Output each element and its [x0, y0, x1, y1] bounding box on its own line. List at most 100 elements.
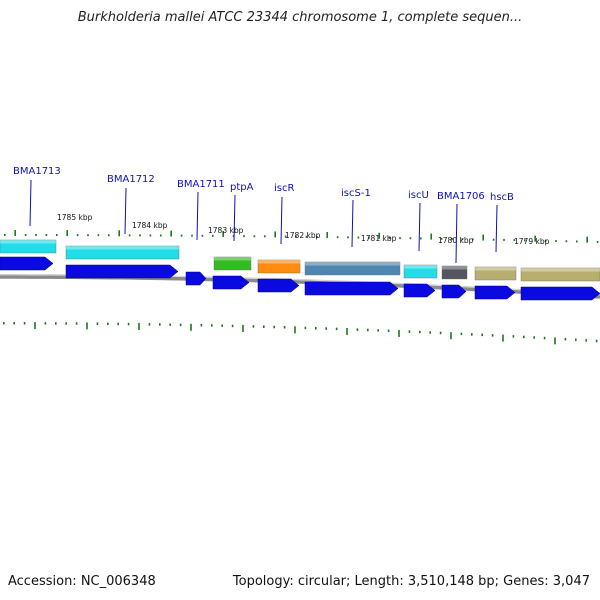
feature-block[interactable] [257, 259, 301, 274]
cds-arrow[interactable] [304, 281, 399, 296]
gene-label[interactable]: BMA1706 [437, 191, 485, 202]
tick-mark [512, 335, 515, 338]
feature-sheen [521, 268, 600, 272]
tick-mark [451, 237, 453, 240]
cds-arrow[interactable] [520, 286, 600, 301]
tick-mark [108, 234, 110, 237]
tick-mark [66, 230, 68, 237]
feature-sheen [66, 246, 179, 250]
tick-mark [169, 323, 171, 326]
cds-arrow[interactable] [403, 283, 436, 298]
tick-mark [430, 233, 432, 240]
feature-sheen [214, 257, 251, 261]
feature-block[interactable] [304, 261, 401, 276]
tick-mark [295, 235, 297, 238]
tick-mark [357, 236, 360, 239]
tick-mark [139, 234, 141, 237]
tick-mark [212, 234, 214, 237]
accession-text: Accession: NC_006348 [8, 574, 156, 589]
tick-mark [252, 325, 255, 328]
tick-mark [149, 234, 152, 237]
gene-label[interactable]: iscR [274, 183, 294, 194]
tick-mark [264, 235, 266, 238]
kbp-label: 1785 kbp [57, 213, 93, 222]
tick-mark [523, 335, 525, 339]
cds-arrow[interactable] [212, 275, 250, 290]
feature-sheen [404, 265, 437, 269]
tick-mark [399, 237, 401, 240]
tick-mark [471, 333, 473, 336]
cds-arrow[interactable] [441, 284, 467, 299]
tick-mark [87, 234, 89, 237]
tick-mark [13, 322, 15, 325]
tick-mark [190, 323, 192, 331]
feature-block[interactable] [65, 245, 180, 260]
cds-arrow[interactable] [185, 271, 207, 286]
tick-mark [543, 336, 546, 340]
tick-mark [263, 325, 265, 328]
tick-mark [460, 332, 463, 336]
tick-mark [232, 235, 235, 238]
gene-label[interactable]: ptpA [230, 182, 254, 193]
tick-mark [3, 322, 5, 325]
tick-mark [315, 326, 317, 330]
tick-mark [346, 327, 348, 335]
gene-label[interactable]: iscU [408, 190, 429, 201]
tick-mark [179, 323, 182, 327]
tick-mark [159, 323, 161, 326]
gene-leader-line [29, 179, 32, 227]
tick-mark [575, 338, 577, 342]
cds-arrow[interactable] [257, 278, 300, 293]
tick-mark [576, 240, 578, 243]
feature-block[interactable] [520, 267, 600, 282]
cds-arrow[interactable] [474, 285, 516, 300]
tick-mark [429, 331, 431, 334]
tick-mark [284, 235, 287, 238]
tick-mark [127, 322, 130, 326]
tick-mark [201, 234, 204, 237]
feature-block[interactable] [0, 239, 57, 254]
feature-block[interactable] [474, 266, 517, 281]
gene-label[interactable]: BMA1711 [177, 179, 225, 190]
tick-mark [482, 234, 484, 241]
gene-leader-line [418, 202, 421, 252]
kbp-label: 1780 kbp [438, 236, 474, 245]
gene-label[interactable]: iscS-1 [341, 188, 371, 199]
feature-sheen [305, 262, 400, 266]
gene-label[interactable]: BMA1712 [107, 174, 155, 185]
tick-mark [75, 322, 78, 325]
tick-mark [325, 327, 327, 330]
tick-mark [503, 238, 505, 241]
tick-mark [283, 326, 286, 329]
tick-mark [4, 234, 6, 237]
tick-mark [180, 234, 183, 237]
tick-mark [367, 328, 369, 332]
tick-mark [96, 322, 99, 325]
kbp-label: 1781 kbp [361, 234, 397, 243]
tick-mark [544, 239, 547, 242]
tick-mark [409, 237, 412, 240]
gene-leader-line [455, 203, 458, 264]
tick-mark [14, 230, 16, 237]
feature-block[interactable] [441, 265, 468, 280]
tick-mark [45, 234, 48, 237]
tick-mark [326, 232, 328, 239]
tick-mark [555, 239, 557, 242]
tick-mark [440, 237, 443, 240]
gene-leader-line [233, 194, 236, 242]
tick-mark [335, 327, 338, 331]
gene-label[interactable]: BMA1713 [13, 166, 61, 177]
gene-label[interactable]: hscB [490, 192, 514, 203]
feature-block[interactable] [403, 264, 438, 279]
cds-arrow[interactable] [65, 264, 179, 279]
tick-mark [76, 234, 79, 237]
tick-mark [565, 240, 568, 243]
tick-mark [450, 332, 452, 340]
feature-block[interactable] [213, 256, 252, 271]
tick-mark [398, 329, 400, 337]
tick-mark [221, 324, 223, 327]
cds-arrow[interactable] [0, 256, 54, 271]
tick-mark [34, 322, 36, 330]
tick-mark [595, 339, 598, 343]
